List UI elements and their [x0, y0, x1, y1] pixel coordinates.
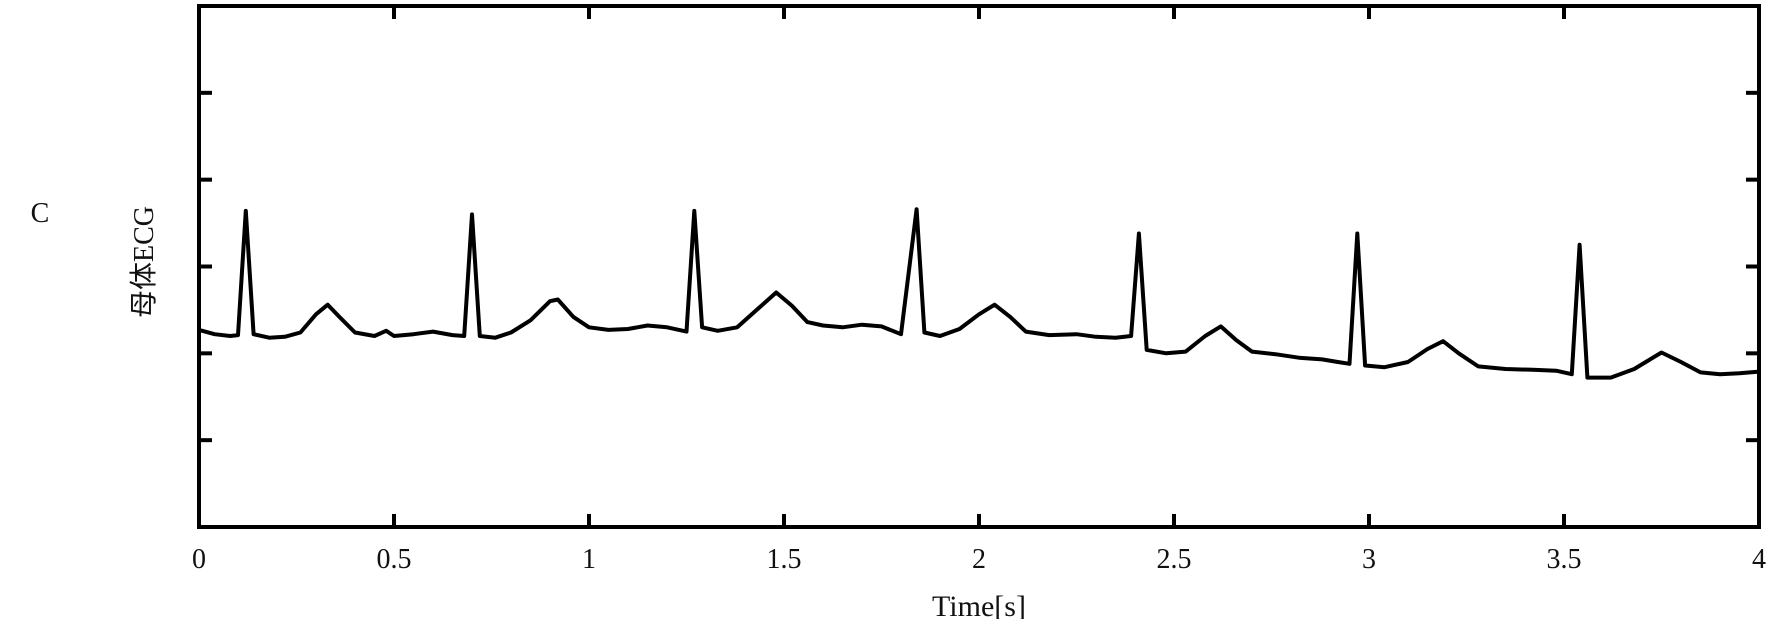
x-tick-label: 4 — [1752, 544, 1766, 575]
x-axis-label: Time[s] — [932, 590, 1026, 619]
plot-frame — [197, 4, 1761, 529]
x-tick-label: 2 — [972, 544, 986, 575]
x-tick-label: 1.5 — [767, 544, 802, 575]
x-tick-label: 3 — [1362, 544, 1376, 575]
x-tick-label: 1 — [582, 544, 596, 575]
x-tick-label: 3.5 — [1547, 544, 1582, 575]
y-axis-label: 母体ECG — [128, 206, 160, 318]
x-tick-label: 0 — [192, 544, 206, 575]
x-tick-label: 0.5 — [377, 544, 412, 575]
panel-label: C — [31, 198, 50, 229]
x-tick-label: 2.5 — [1157, 544, 1192, 575]
ecg-series-line — [198, 207, 1760, 380]
